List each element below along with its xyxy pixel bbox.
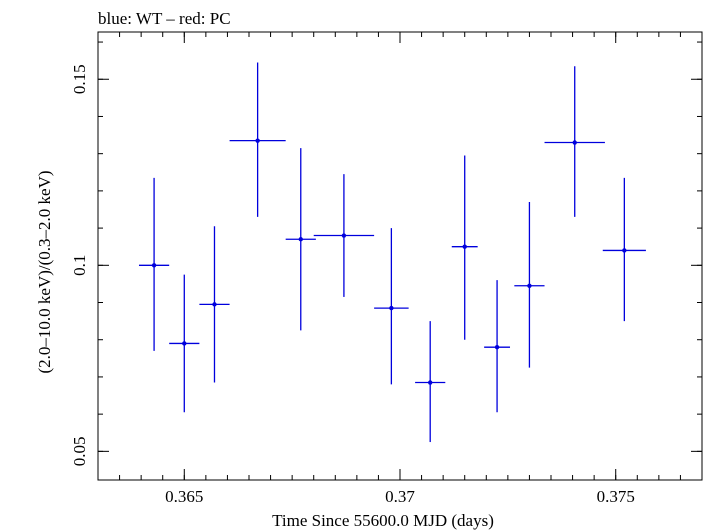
data-point — [374, 228, 409, 385]
plot-frame — [97, 31, 703, 481]
point-marker — [462, 244, 467, 249]
chart-title: blue: WT – red: PC — [98, 9, 231, 28]
data-point — [514, 202, 545, 368]
y-ticks: 0.05 0.1 0.15 — [70, 41, 702, 466]
point-marker — [182, 341, 187, 346]
data-point — [484, 280, 511, 413]
point-marker — [572, 140, 577, 145]
data-point — [544, 66, 605, 217]
y-tick-label: 0.05 — [70, 436, 89, 466]
x-tick-label: 0.365 — [165, 487, 203, 506]
data-point — [285, 148, 316, 331]
data-point — [169, 274, 200, 413]
point-marker — [151, 263, 157, 268]
x-tick-label: 0.375 — [597, 487, 635, 506]
data-point — [313, 174, 375, 297]
data-points — [138, 62, 646, 443]
y-tick-label: 0.15 — [70, 64, 89, 94]
point-marker — [212, 302, 217, 307]
point-marker — [494, 344, 500, 350]
point-marker — [527, 283, 532, 288]
x-ticks: 0.365 0.37 0.375 — [119, 32, 681, 506]
x-tick-label: 0.37 — [385, 487, 415, 506]
data-point — [229, 62, 286, 217]
y-axis-label: (2.0–10.0 keV)/(0.3–2.0 keV) — [35, 170, 54, 373]
point-marker — [298, 237, 303, 242]
data-point — [451, 155, 478, 340]
point-marker — [428, 380, 433, 385]
point-marker — [341, 233, 347, 238]
point-marker — [622, 248, 627, 253]
data-point — [199, 226, 230, 383]
data-point — [415, 321, 446, 443]
data-point — [138, 177, 170, 351]
point-marker — [255, 138, 260, 143]
point-marker — [389, 305, 394, 311]
y-tick-label: 0.1 — [70, 255, 89, 276]
data-point — [602, 177, 646, 322]
x-axis-label: Time Since 55600.0 MJD (days) — [272, 511, 494, 530]
